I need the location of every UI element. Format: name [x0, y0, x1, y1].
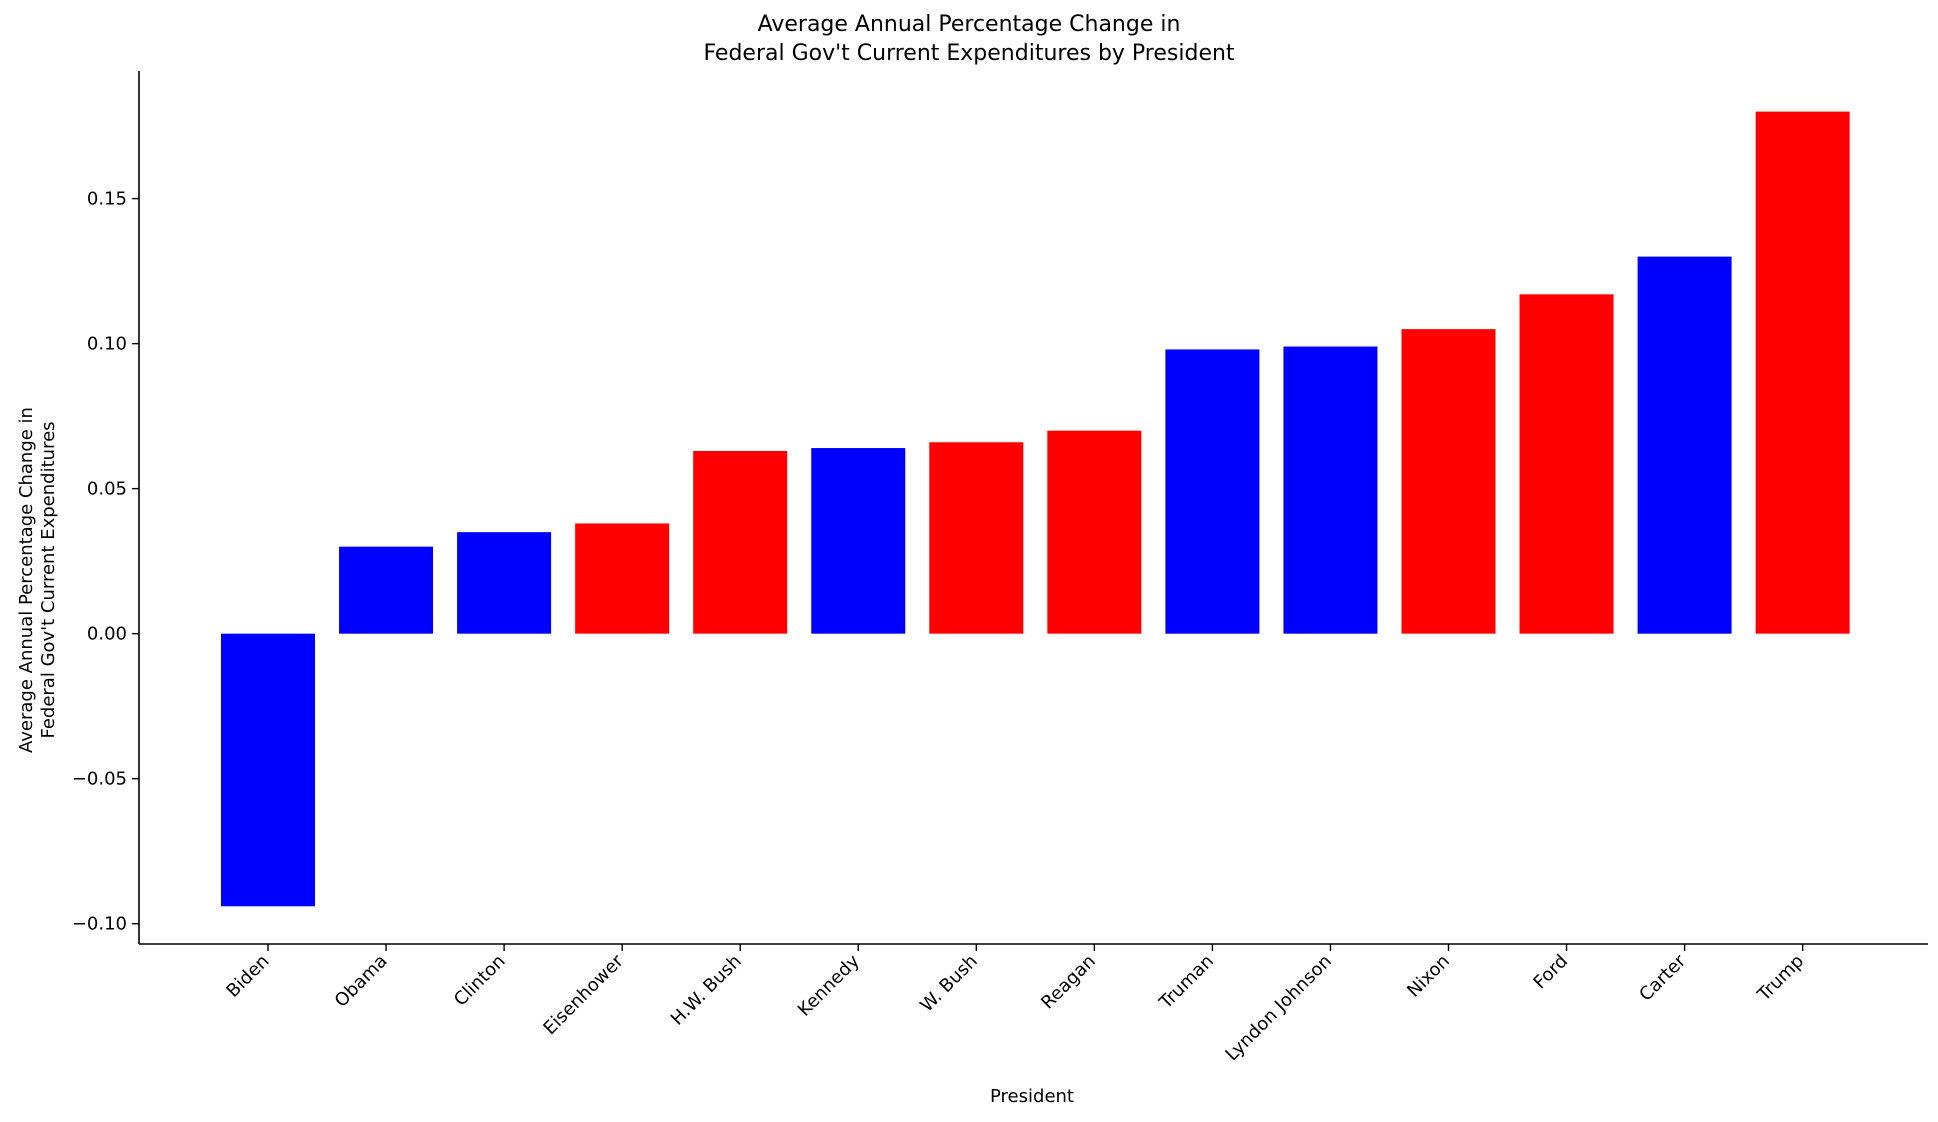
bar-lyndon-johnson — [1283, 346, 1378, 634]
x-tick-label: Trump — [1753, 951, 1808, 1006]
x-tick-label: Carter — [1635, 950, 1690, 1005]
bar-eisenhower — [575, 523, 670, 634]
x-tick-label: Biden — [222, 951, 273, 1002]
bar-h-w-bush — [693, 450, 788, 634]
bar-reagan — [1047, 430, 1142, 634]
bars-group — [221, 111, 1850, 907]
x-tick-label: Truman — [1155, 951, 1218, 1014]
bar-nixon — [1401, 329, 1496, 634]
x-tick-label: Reagan — [1037, 951, 1100, 1014]
bar-truman — [1165, 349, 1260, 634]
x-axis-label: President — [990, 1086, 1074, 1107]
x-tick-label: H.W. Bush — [667, 951, 746, 1030]
y-tick-label: 0.00 — [87, 624, 127, 645]
x-tick-label: Eisenhower — [539, 950, 628, 1039]
x-tick-label: Obama — [331, 951, 392, 1012]
x-tick-label: Clinton — [450, 951, 510, 1011]
bar-w-bush — [929, 442, 1024, 634]
y-tick-label: 0.10 — [87, 334, 127, 355]
y-tick-label: −0.05 — [72, 769, 127, 790]
x-tick-label: Lyndon Johnson — [1221, 951, 1336, 1066]
x-tick-label: Kennedy — [794, 950, 864, 1020]
x-tick-label: Nixon — [1403, 951, 1454, 1002]
bar-clinton — [457, 532, 552, 634]
chart-title-line-1: Average Annual Percentage Change in — [757, 12, 1181, 37]
x-tick-label: W. Bush — [916, 951, 982, 1017]
y-tick-label: 0.15 — [87, 189, 127, 210]
bar-carter — [1637, 256, 1732, 634]
chart-title-line-2: Federal Gov't Current Expenditures by Pr… — [703, 41, 1235, 66]
y-axis: −0.10 −0.05 0.00 0.05 0.10 0.15 — [72, 71, 140, 944]
bar-obama — [339, 546, 434, 634]
bar-biden — [221, 633, 315, 907]
x-axis: Biden Obama Clinton Eisenhower H.W. Bush Kenn… — [139, 943, 1928, 1066]
chart-title: Average Annual Percentage Change in Fede… — [0, 10, 1938, 68]
bar-trump — [1755, 111, 1850, 634]
x-tick-label: Ford — [1529, 951, 1572, 994]
y-tick-label: −0.10 — [72, 914, 127, 935]
y-tick-label: 0.05 — [87, 479, 127, 500]
bar-kennedy — [811, 448, 906, 634]
bar-ford — [1519, 294, 1614, 634]
